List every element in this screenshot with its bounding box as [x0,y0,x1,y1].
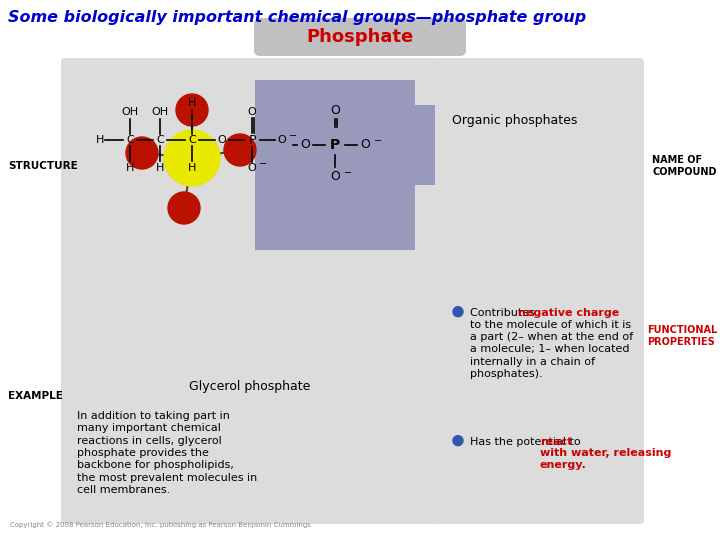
Text: NAME OF
COMPOUND: NAME OF COMPOUND [652,155,717,177]
Text: H: H [156,163,164,173]
Text: −: − [259,159,267,169]
Text: −: − [374,136,382,146]
Circle shape [164,130,220,186]
Text: C: C [156,135,164,145]
FancyBboxPatch shape [295,105,435,185]
Text: In addition to taking part in
many important chemical
reactions in cells, glycer: In addition to taking part in many impor… [77,411,257,495]
Text: C: C [188,135,196,145]
Text: O: O [248,163,256,173]
Text: −: − [289,131,297,141]
Text: Phosphate: Phosphate [307,28,413,46]
Text: OH: OH [122,107,138,117]
Text: FUNCTIONAL
PROPERTIES: FUNCTIONAL PROPERTIES [647,325,717,347]
FancyBboxPatch shape [436,58,644,274]
Circle shape [224,134,256,166]
Circle shape [126,137,158,169]
FancyBboxPatch shape [61,58,439,274]
FancyBboxPatch shape [61,268,439,524]
FancyBboxPatch shape [436,268,644,524]
Text: to the molecule of which it is
a part (2– when at the end of
a molecule; 1– when: to the molecule of which it is a part (2… [470,320,633,379]
Text: STRUCTURE: STRUCTURE [8,161,78,171]
Text: O: O [278,135,287,145]
Text: negative charge: negative charge [518,308,619,318]
Text: O: O [360,138,370,152]
Text: EXAMPLE: EXAMPLE [8,391,63,401]
Circle shape [168,192,200,224]
Text: Contributes: Contributes [470,308,539,318]
Text: Some biologically important chemical groups—phosphate group: Some biologically important chemical gro… [8,10,586,25]
Text: O: O [217,135,226,145]
Text: Has the potential to: Has the potential to [470,437,584,447]
Text: O: O [330,104,340,117]
Text: −: − [344,168,352,178]
Text: H: H [96,135,104,145]
Text: Glycerol phosphate: Glycerol phosphate [189,380,311,393]
Text: H: H [188,98,196,108]
Text: Copyright © 2008 Pearson Education, Inc. publishing as Pearson Benjamin Cummings: Copyright © 2008 Pearson Education, Inc.… [10,521,311,528]
Text: react
with water, releasing
energy.: react with water, releasing energy. [540,437,671,470]
Circle shape [176,94,208,126]
Text: O: O [330,171,340,184]
Circle shape [453,307,463,316]
FancyBboxPatch shape [254,18,466,56]
Circle shape [453,436,463,446]
Text: O: O [248,107,256,117]
Text: H: H [188,163,196,173]
Text: P: P [248,133,256,146]
Text: O: O [300,138,310,152]
Text: OH: OH [151,107,168,117]
Text: P: P [330,138,340,152]
Text: Organic phosphates: Organic phosphates [452,114,577,127]
Text: C: C [126,135,134,145]
Text: H: H [126,163,134,173]
FancyBboxPatch shape [255,80,415,250]
